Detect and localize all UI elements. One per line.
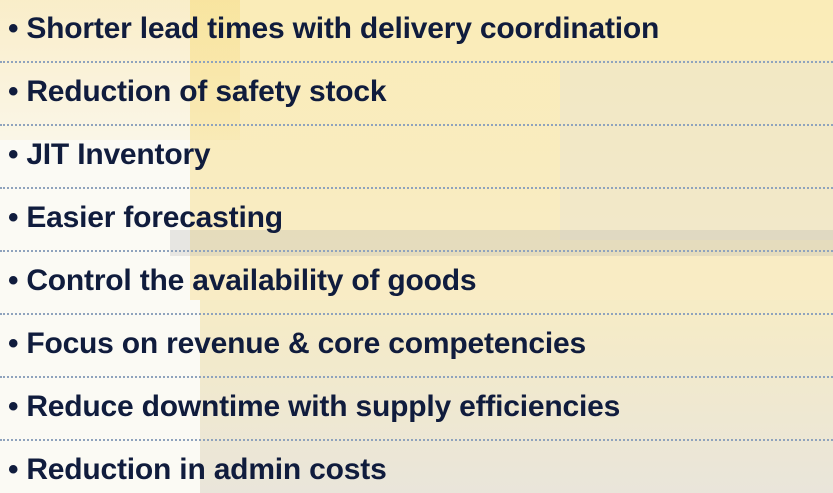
- item-text: Easier forecasting: [8, 201, 283, 235]
- item-text: Reduction in admin costs: [8, 453, 387, 487]
- list-item: Reduce downtime with supply efficiencies: [0, 378, 833, 441]
- list-item: Shorter lead times with delivery coordin…: [0, 0, 833, 63]
- benefit-list: Shorter lead times with delivery coordin…: [0, 0, 833, 493]
- item-text: Reduction of safety stock: [8, 75, 386, 109]
- list-item: Reduction of safety stock: [0, 63, 833, 126]
- list-item: Easier forecasting: [0, 189, 833, 252]
- item-text: Reduce downtime with supply efficiencies: [8, 390, 620, 424]
- list-item: Control the availability of goods: [0, 252, 833, 315]
- item-text: Shorter lead times with delivery coordin…: [8, 12, 659, 46]
- page: Shorter lead times with delivery coordin…: [0, 0, 833, 493]
- item-text: JIT Inventory: [8, 138, 210, 172]
- list-item: Reduction in admin costs: [0, 441, 833, 493]
- item-text: Control the availability of goods: [8, 264, 476, 298]
- list-item: Focus on revenue & core competencies: [0, 315, 833, 378]
- item-text: Focus on revenue & core competencies: [8, 327, 586, 361]
- list-item: JIT Inventory: [0, 126, 833, 189]
